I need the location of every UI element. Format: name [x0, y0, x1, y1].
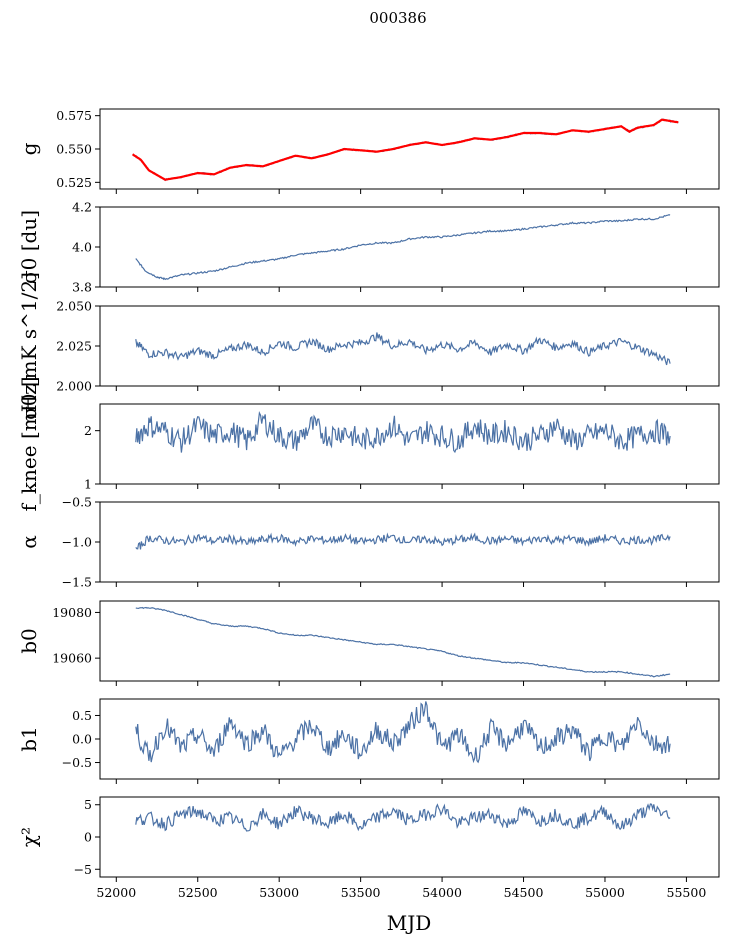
- panel-7: −0.5 0.0 0.5 b1: [17, 698, 720, 784]
- y-tick-label: 0.575: [56, 108, 92, 123]
- x-tick-label: 53000: [259, 885, 299, 900]
- y-tick-label: 2.050: [56, 299, 92, 314]
- series-line-g: [132, 118, 679, 182]
- panel-1: 0.525 0.550 0.575 g: [17, 108, 720, 194]
- y-tick-label: 2.000: [56, 379, 92, 394]
- y-tick-label: 19060: [52, 651, 92, 666]
- x-tick-label: 52000: [96, 885, 136, 900]
- x-tick-label: 54500: [504, 885, 544, 900]
- x-tick-label: 53500: [341, 885, 381, 900]
- y-tick-label: −0.5: [62, 495, 92, 510]
- series-line-sigma0_du: [135, 214, 671, 281]
- series-line-sigma0_mK: [135, 332, 671, 366]
- y-axis-label: b1: [17, 726, 41, 752]
- panel-frame: [99, 305, 720, 387]
- panel-4: 1 2 f_knee [mHz]: [17, 377, 720, 512]
- y-axis-label: g: [17, 142, 41, 155]
- y-tick-label: 3.8: [72, 280, 92, 295]
- y-tick-label: 4.2: [72, 200, 92, 215]
- y-axis-label: σ0 [mK s^1/2]: [17, 272, 41, 420]
- y-tick-label: 19080: [52, 605, 92, 620]
- x-tick-label: 52500: [178, 885, 218, 900]
- series-line-b0: [135, 606, 671, 678]
- y-tick-label: 5: [84, 797, 92, 812]
- y-axis-label: f_knee [mHz]: [17, 377, 41, 512]
- y-tick-label: 1: [84, 477, 92, 492]
- y-tick-label: −5: [74, 862, 92, 877]
- panel-frame: [99, 108, 720, 190]
- figure-title: 000386: [369, 9, 426, 27]
- series-line-alpha: [135, 532, 671, 550]
- y-tick-label: 0.5: [72, 708, 92, 723]
- series-line-g-fit: [131, 118, 679, 181]
- y-tick-label: 0.0: [72, 732, 92, 747]
- x-axis-label: MJD: [387, 911, 432, 935]
- y-axis-label: χ²: [17, 827, 41, 847]
- y-axis-label: α: [17, 535, 41, 549]
- panel-8: −5 0 5 52000 52500 53000 53500 54000 54500 55000 5…: [17, 796, 720, 900]
- y-tick-label: −1.0: [62, 535, 92, 550]
- y-tick-label: 0.525: [56, 175, 92, 190]
- panel-2: 3.8 4.0 4.2 σ0 [du]: [17, 200, 720, 295]
- y-axis-label: σ0 [du]: [17, 210, 41, 284]
- x-tick-label: 55500: [667, 885, 707, 900]
- x-tick-label: 55000: [585, 885, 625, 900]
- series-line-b1: [135, 701, 671, 764]
- y-tick-label: 4.0: [72, 240, 92, 255]
- series-line-chi2: [135, 803, 671, 832]
- y-tick-label: 2: [84, 423, 92, 438]
- y-axis-label: b0: [17, 628, 41, 654]
- y-tick-label: −0.5: [62, 755, 92, 770]
- panel-6: 19060 19080 b0: [17, 600, 720, 686]
- panel-5: −1.5 −1.0 −0.5 α: [17, 495, 720, 590]
- y-tick-label: 0: [84, 830, 92, 845]
- y-tick-label: −1.5: [62, 575, 92, 590]
- panel-frame: [99, 206, 720, 288]
- y-tick-label: 2.025: [56, 339, 92, 354]
- panel-3: 2.000 2.025 2.050 σ0 [mK s^1/2]: [17, 272, 720, 420]
- panel-frame: [99, 600, 720, 682]
- x-tick-label: 54000: [422, 885, 462, 900]
- y-tick-label: 0.550: [56, 142, 92, 157]
- series-line-fknee: [135, 411, 671, 454]
- panel-frame: [99, 403, 720, 485]
